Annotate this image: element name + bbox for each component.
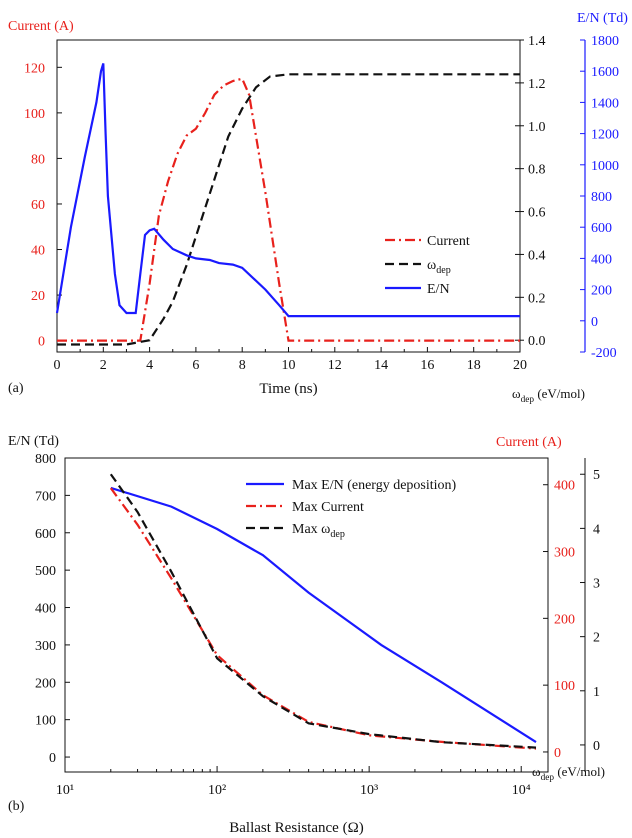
legend-label-b: Max Current: [292, 500, 364, 515]
y-right1-tick-label-a: 1.0: [528, 120, 546, 135]
y-right1-tick-label-a: 0.0: [528, 334, 546, 349]
x-tick-label-b: 10⁴: [512, 783, 531, 798]
x-tick-label-a: 8: [239, 358, 246, 373]
y-right1-tick-label-b: 400: [554, 479, 575, 494]
y-right2-tick-label-a: 800: [591, 190, 612, 205]
y-right1-tick-label-a: 0.2: [528, 291, 546, 306]
x-tick-label-a: 2: [100, 358, 107, 373]
y-left-axis-title-b: E/N (Td): [8, 434, 59, 449]
y-right1-tick-label-a: 1.4: [528, 34, 546, 49]
x-tick-label-a: 4: [146, 358, 153, 373]
y-right1-tick-label-a: 0.6: [528, 206, 546, 221]
y-left-axis-title-a: Current (A): [8, 19, 74, 34]
y-right2-tick-label-b: 3: [593, 577, 600, 592]
y-left-tick-label-a: 40: [31, 244, 45, 259]
series-line-a-2: [55, 63, 520, 318]
y-right2-tick-label-a: 600: [591, 221, 612, 236]
x-axis-title-a: Time (ns): [259, 381, 317, 397]
y-left-tick-label-b: 800: [35, 452, 56, 467]
y-left-tick-label-b: 600: [35, 527, 56, 542]
legend-label-a: E/N: [427, 282, 450, 297]
y-right2-tick-label-b: 4: [593, 522, 600, 537]
y-left-tick-label-a: 80: [31, 152, 45, 167]
y-left-tick-label-b: 700: [35, 489, 56, 504]
panel-label-a: (a): [8, 381, 24, 396]
series-line-b-0: [110, 486, 537, 744]
y-left-tick-label-a: 20: [31, 289, 45, 304]
x-tick-label-b: 10¹: [56, 783, 74, 798]
series-line-b-2: [109, 473, 537, 749]
y-right2-axis-title-a: E/N (Td): [577, 11, 628, 26]
panel-label-b: (b): [8, 799, 25, 814]
y-left-tick-label-b: 100: [35, 714, 56, 729]
y-right2-tick-label-a: 1800: [591, 34, 619, 49]
y-left-tick-label-b: 200: [35, 676, 56, 691]
y-right1-axis-title-a: ωdep (eV/mol): [512, 386, 585, 405]
y-right2-tick-label-a: -200: [591, 346, 617, 361]
legend-label-b: Max ωdep: [292, 522, 345, 540]
y-right1-axis-title-b: Current (A): [496, 435, 562, 450]
y-left-tick-label-b: 400: [35, 602, 56, 617]
panel-a-chart: 0 2 4 6 8 10 12 14 16 18 20 Time (ns) (a) 0 20 40 60 80 10…: [8, 11, 628, 405]
x-tick-label-a: 10: [282, 358, 296, 373]
y-right1-tick-label-a: 0.8: [528, 163, 546, 178]
y-left-tick-label-a: 100: [24, 107, 45, 122]
y-left-tick-label-a: 120: [24, 61, 45, 76]
y-left-tick-label-b: 300: [35, 639, 56, 654]
x-axis-title-b: Ballast Resistance (Ω): [229, 820, 363, 836]
x-tick-label-a: 0: [54, 358, 61, 373]
x-tick-label-a: 14: [374, 358, 388, 373]
legend-label-a: ωdep: [427, 258, 451, 276]
legend-label-a: Current: [427, 234, 470, 249]
y-right1-tick-label-b: 300: [554, 546, 575, 561]
legend-label-b: Max E/N (energy deposition): [292, 478, 457, 493]
y-right2-tick-label-a: 0: [591, 315, 598, 330]
y-right1-tick-label-a: 1.2: [528, 77, 546, 92]
y-right2-tick-label-a: 1600: [591, 65, 619, 80]
y-right2-tick-label-a: 1000: [591, 159, 619, 174]
y-right2-tick-label-b: 5: [593, 468, 600, 483]
x-tick-label-a: 6: [192, 358, 199, 373]
y-right2-tick-label-a: 1200: [591, 128, 619, 143]
x-tick-label-a: 12: [328, 358, 342, 373]
x-tick-label-b: 10²: [208, 783, 226, 798]
x-tick-label-b: 10³: [360, 783, 378, 798]
x-tick-label-a: 18: [467, 358, 481, 373]
y-right1-tick-label-b: 200: [554, 612, 575, 627]
y-right2-tick-label-b: 1: [593, 685, 600, 700]
y-right1-tick-label-b: 0: [554, 746, 561, 761]
x-tick-label-a: 16: [420, 358, 434, 373]
y-right1-tick-label-b: 100: [554, 679, 575, 694]
y-right2-tick-label-b: 0: [593, 739, 600, 754]
y-left-tick-label-a: 60: [31, 198, 45, 213]
y-right2-axis-title-b: ωdep (eV/mol): [532, 764, 605, 783]
series-line-a-0: [57, 77, 520, 342]
plot-frame-b: [64, 457, 549, 773]
y-left-tick-label-b: 500: [35, 564, 56, 579]
y-left-tick-label-b: 0: [49, 751, 56, 766]
y-right1-tick-label-a: 0.4: [528, 248, 546, 263]
y-left-tick-label-a: 0: [38, 335, 45, 350]
x-tick-label-a: 20: [513, 358, 527, 373]
y-right2-tick-label-a: 200: [591, 284, 612, 299]
series-line-a-1: [57, 73, 520, 346]
y-right2-tick-label-b: 2: [593, 631, 600, 646]
plot-frame-a: [56, 39, 521, 353]
y-right2-tick-label-a: 400: [591, 252, 612, 267]
y-right2-tick-label-a: 1400: [591, 96, 619, 111]
